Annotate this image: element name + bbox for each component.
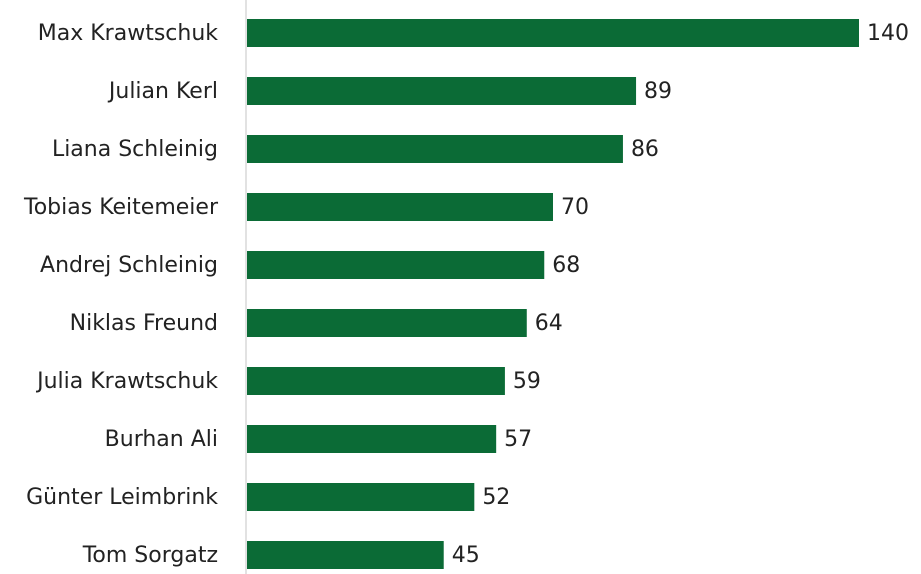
bar: [247, 135, 623, 163]
category-label: Niklas Freund: [70, 311, 218, 336]
category-label: Julia Krawtschuk: [35, 369, 218, 394]
bar: [247, 19, 859, 47]
category-label: Günter Leimbrink: [26, 485, 218, 510]
category-label: Tom Sorgatz: [82, 543, 218, 568]
category-label: Julian Kerl: [107, 79, 218, 104]
category-label: Andrej Schleinig: [40, 253, 218, 278]
bar: [247, 193, 553, 221]
category-label: Tobias Keitemeier: [23, 195, 219, 220]
bar: [247, 425, 497, 453]
bar: [247, 309, 527, 337]
value-label: 86: [631, 137, 659, 162]
category-label: Liana Schleinig: [52, 137, 218, 162]
value-label: 59: [513, 369, 541, 394]
value-label: 68: [552, 253, 580, 278]
bar: [247, 367, 505, 395]
bar: [247, 541, 444, 569]
bar: [247, 251, 545, 279]
bar: [247, 483, 475, 511]
value-label: 52: [482, 485, 510, 510]
bar: [247, 77, 637, 105]
value-label: 45: [452, 543, 480, 568]
value-label: 70: [561, 195, 589, 220]
category-label: Burhan Ali: [105, 427, 218, 452]
value-label: 89: [644, 79, 672, 104]
value-label: 140: [867, 21, 909, 46]
value-label: 57: [504, 427, 532, 452]
category-label: Max Krawtschuk: [38, 21, 218, 46]
value-label: 64: [535, 311, 563, 336]
